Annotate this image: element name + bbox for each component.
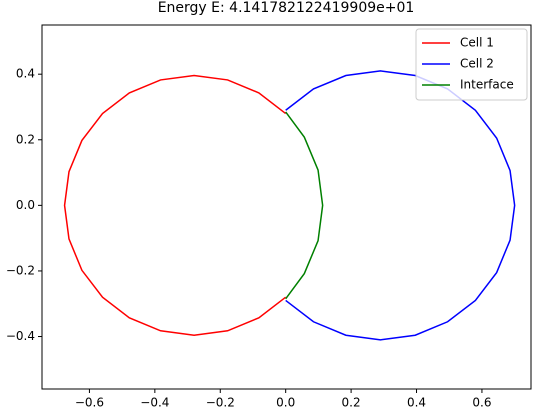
series-line [285, 70, 516, 341]
x-tick-label: 0.2 [342, 396, 361, 410]
y-tick-label: −0.2 [6, 263, 35, 277]
legend-label: Cell 1 [460, 36, 494, 50]
y-tick-label: 0.0 [16, 198, 35, 212]
y-tick-label: 0.2 [16, 132, 35, 146]
series-line [285, 111, 324, 300]
y-tick-label: −0.4 [6, 329, 35, 343]
plot-frame [41, 24, 532, 390]
x-tick-label: −0.2 [206, 396, 235, 410]
legend-label: Interface [460, 78, 514, 92]
x-tick-label: 0.4 [407, 396, 426, 410]
x-tick-label: −0.4 [140, 396, 169, 410]
legend-label: Cell 2 [460, 57, 494, 71]
x-tick-label: 0.0 [276, 396, 295, 410]
x-tick-label: 0.6 [472, 396, 491, 410]
legend-box [415, 28, 528, 101]
series-line [63, 74, 287, 336]
chart-title: Energy E: 4.141782122419909e+01 [158, 0, 415, 16]
y-tick-label: 0.4 [16, 67, 35, 81]
x-tick-label: −0.6 [75, 396, 104, 410]
